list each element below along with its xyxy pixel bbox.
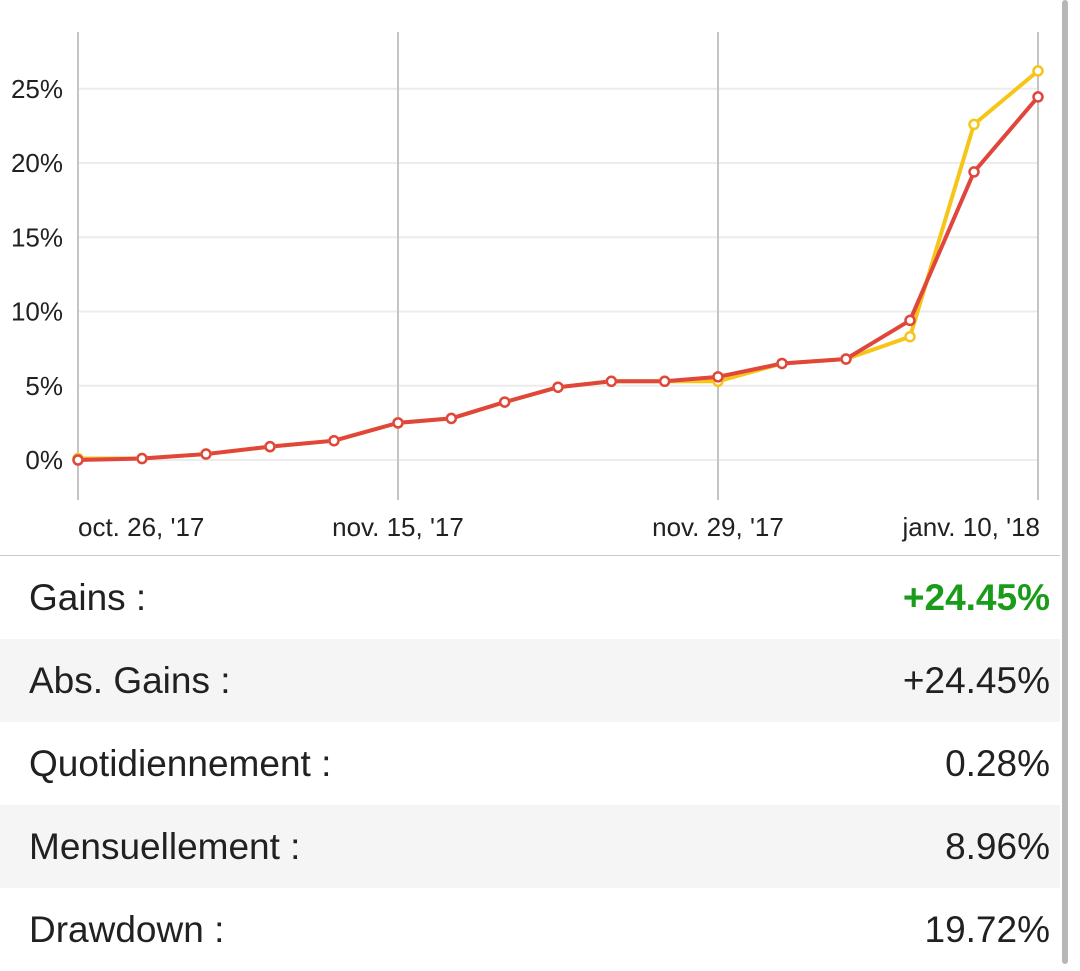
series-0-point: [904, 330, 916, 343]
stat-row-abs-gains: Abs. Gains : +24.45%: [0, 639, 1060, 722]
series-1-point: [968, 166, 980, 178]
series-1-point: [136, 452, 148, 465]
daily-value: 0.28%: [945, 742, 1050, 784]
x-tick-label: nov. 29, '17: [652, 512, 784, 542]
drawdown-label: Drawdown :: [29, 908, 225, 950]
series-1-point: [200, 448, 212, 460]
y-tick-label: 25%: [11, 74, 63, 104]
y-tick-label: 20%: [11, 148, 63, 178]
monthly-label: Mensuellement :: [29, 825, 301, 867]
x-axis-labels: oct. 26, '17 nov. 15, '17 nov. 29, '17 janv…: [78, 512, 1040, 542]
stat-row-daily: Quotidiennement : 0.28%: [0, 722, 1060, 805]
series-1-point: [552, 381, 564, 393]
monthly-value: 8.96%: [945, 825, 1050, 867]
series-1-point: [328, 434, 340, 447]
series-1-point: [840, 353, 852, 365]
drawdown-value: 19.72%: [924, 908, 1051, 950]
series-1-point: [264, 440, 276, 453]
gains-value: +24.45%: [902, 576, 1050, 618]
chart-series: [72, 65, 1044, 466]
daily-label: Quotidiennement :: [29, 742, 332, 784]
horizontal-gridlines: [78, 87, 1038, 461]
series-line-0: [78, 69, 1040, 461]
abs-gains-label: Abs. Gains :: [29, 659, 231, 701]
series-1-point: [904, 314, 916, 327]
series-0-point: [1032, 65, 1044, 77]
series-1-point: [776, 357, 788, 370]
series-1-point: [658, 375, 671, 388]
chart-divider: [0, 555, 1060, 556]
y-tick-label: 0%: [25, 445, 63, 475]
x-tick-label: janv. 10, '18: [902, 512, 1040, 542]
stat-row-gains: Gains : +24.45%: [0, 556, 1060, 639]
x-tick-label: oct. 26, '17: [78, 512, 204, 542]
series-0-point: [968, 118, 980, 131]
series-1-point: [1032, 91, 1044, 103]
series-1-point: [445, 412, 458, 425]
abs-gains-value: +24.45%: [902, 659, 1050, 701]
stat-row-drawdown: Drawdown : 19.72%: [0, 888, 1060, 971]
scrollbar[interactable]: [1062, 0, 1068, 964]
x-tick-label: nov. 15, '17: [332, 512, 464, 542]
series-1-point: [498, 396, 511, 408]
y-axis-labels: 0% 5% 10% 15% 20% 25%: [11, 74, 63, 475]
vertical-gridlines: [77, 32, 1039, 500]
series-1-point: [712, 371, 724, 383]
stat-row-monthly: Mensuellement : 8.96%: [0, 805, 1060, 888]
gains-chart: 0% 5% 10% 15% 20% 25% oct. 26, '17 nov. 15, '1…: [11, 32, 1044, 542]
series-line-1: [77, 95, 1040, 462]
series-1-point: [72, 454, 84, 466]
y-tick-label: 15%: [11, 222, 63, 252]
series-1-point: [605, 375, 618, 388]
stats-table: Gains : +24.45% Abs. Gains : +24.45% Quo…: [0, 556, 1060, 971]
gains-label: Gains :: [29, 576, 147, 618]
y-tick-label: 10%: [11, 297, 63, 327]
y-tick-label: 5%: [25, 371, 63, 401]
series-1-point: [392, 417, 404, 429]
